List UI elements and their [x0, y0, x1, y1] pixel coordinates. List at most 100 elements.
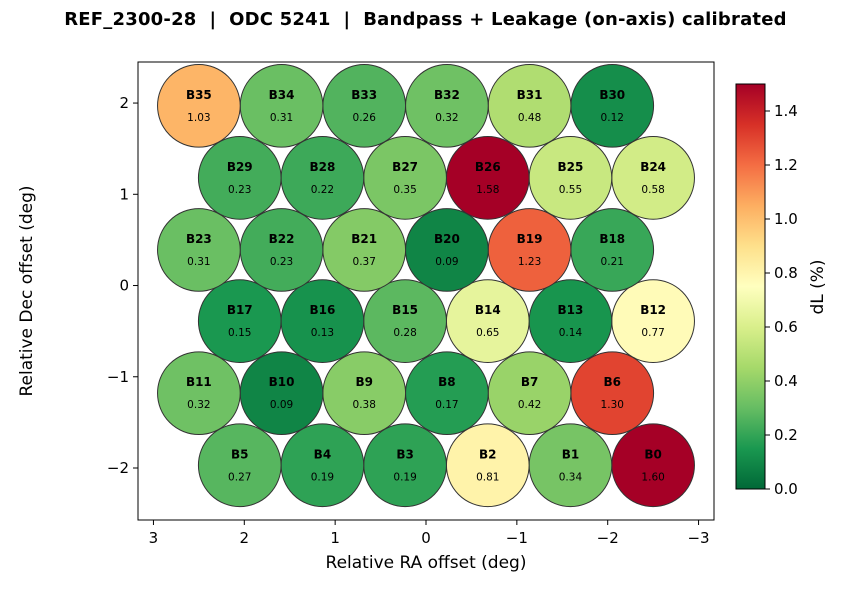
beam-name-label: B27: [392, 160, 418, 174]
beam-B0-circle: [611, 423, 695, 508]
beam-B32-circle: [405, 63, 489, 148]
beam-value-label: 0.15: [228, 327, 251, 339]
colorbar-tick-label: 0.4: [774, 372, 798, 390]
beam-name-label: B16: [309, 303, 335, 317]
beam-value-label: 0.32: [187, 399, 210, 411]
beam-B0: B0 1.60: [611, 423, 695, 508]
beam-B31-circle: [487, 63, 572, 148]
beam-name-label: B29: [227, 160, 253, 174]
colorbar-tick-label: 0.2: [774, 426, 798, 444]
beam-name-label: B17: [227, 303, 253, 317]
beam-B22: B22 0.23: [239, 208, 324, 292]
beam-B11: B11 0.32: [157, 351, 241, 436]
beam-value-label: 0.09: [270, 399, 293, 411]
beam-B21: B21 0.37: [322, 208, 407, 292]
beam-name-label: B13: [558, 303, 584, 317]
beam-value-label: 0.12: [601, 112, 624, 124]
beam-B30-circle: [570, 63, 655, 148]
beam-value-label: 0.22: [311, 184, 334, 196]
beam-B17-circle: [197, 279, 282, 363]
beam-B30: B30 0.12: [570, 63, 655, 148]
beam-value-label: 1.58: [476, 184, 499, 196]
beam-B33-circle: [322, 63, 407, 148]
beam-name-label: B35: [186, 88, 212, 102]
beam-value-label: 0.27: [228, 471, 251, 483]
beam-value-label: 0.31: [270, 112, 293, 124]
beam-B10: B10 0.09: [239, 351, 324, 436]
beam-B25-circle: [528, 136, 613, 220]
beam-name-label: B31: [517, 88, 543, 102]
beam-B29-circle: [197, 136, 282, 220]
beam-name-label: B22: [269, 232, 295, 246]
beam-B19-circle: [487, 208, 572, 292]
beam-name-label: B24: [640, 160, 666, 174]
beam-name-label: B12: [640, 303, 666, 317]
beam-name-label: B23: [186, 232, 212, 246]
beam-B6: B6 1.30: [570, 351, 655, 436]
colorbar-tick-label: 0.8: [774, 264, 798, 282]
colorbar-tick-label: 0.0: [774, 480, 798, 498]
beam-B23: B23 0.31: [157, 208, 241, 292]
colorbar-tick-label: 1.0: [774, 210, 798, 228]
beam-B12: B12 0.77: [611, 279, 695, 363]
beam-B8-circle: [405, 351, 489, 436]
beam-B7-circle: [487, 351, 572, 436]
beam-B23-circle: [157, 208, 241, 292]
beam-B35-circle: [157, 63, 241, 148]
beam-B3-circle: [363, 423, 447, 508]
beam-B18-circle: [570, 208, 655, 292]
beam-value-label: 0.19: [311, 471, 334, 483]
beam-B31: B31 0.48: [487, 63, 572, 148]
beam-value-label: 0.17: [435, 399, 458, 411]
beam-B26-circle: [445, 136, 530, 220]
beam-name-label: B7: [521, 375, 539, 389]
x-tick-label: −2: [597, 529, 619, 547]
x-tick-label: −3: [687, 529, 709, 547]
y-tick-label: −2: [107, 459, 129, 477]
beam-B25: B25 0.55: [528, 136, 613, 220]
beam-B1-circle: [528, 423, 613, 508]
beam-value-label: 0.32: [435, 112, 458, 124]
beam-B34-circle: [239, 63, 324, 148]
beam-value-label: 1.30: [601, 399, 624, 411]
beam-name-label: B5: [231, 447, 249, 461]
beam-name-label: B19: [517, 232, 543, 246]
x-tick-label: 2: [240, 529, 250, 547]
beam-B11-circle: [157, 351, 241, 436]
beam-name-label: B32: [434, 88, 460, 102]
beam-B26: B26 1.58: [445, 136, 530, 220]
beam-B8: B8 0.17: [405, 351, 489, 436]
beam-B34: B34 0.31: [239, 63, 324, 148]
beam-B1: B1 0.34: [528, 423, 613, 508]
beam-name-label: B30: [599, 88, 625, 102]
beam-value-label: 0.37: [353, 256, 376, 268]
beam-B2-circle: [445, 423, 530, 508]
beam-value-label: 0.31: [187, 256, 210, 268]
beam-name-label: B8: [438, 375, 456, 389]
x-tick-label: 3: [149, 529, 159, 547]
beam-name-label: B28: [309, 160, 335, 174]
beam-name-label: B34: [269, 88, 295, 102]
beam-B15-circle: [363, 279, 447, 363]
beam-B21-circle: [322, 208, 407, 292]
beam-B29: B29 0.23: [197, 136, 282, 220]
beam-value-label: 0.19: [393, 471, 416, 483]
beam-value-label: 0.09: [435, 256, 458, 268]
beam-value-label: 0.23: [270, 256, 293, 268]
beam-B14: B14 0.65: [445, 279, 530, 363]
beam-B24: B24 0.58: [611, 136, 695, 220]
beam-B20-circle: [405, 208, 489, 292]
colorbar-label: dL (%): [808, 259, 828, 315]
beam-name-label: B9: [355, 375, 373, 389]
beam-value-label: 0.26: [353, 112, 377, 124]
beam-B24-circle: [611, 136, 695, 220]
beam-B4-circle: [280, 423, 365, 508]
x-axis-label: Relative RA offset (deg): [325, 553, 527, 573]
y-tick-label: 0: [119, 277, 129, 295]
beam-name-label: B10: [269, 375, 295, 389]
beam-B13-circle: [528, 279, 613, 363]
beam-value-label: 0.21: [601, 256, 624, 268]
beam-B9-circle: [322, 351, 407, 436]
beam-value-label: 0.42: [518, 399, 541, 411]
